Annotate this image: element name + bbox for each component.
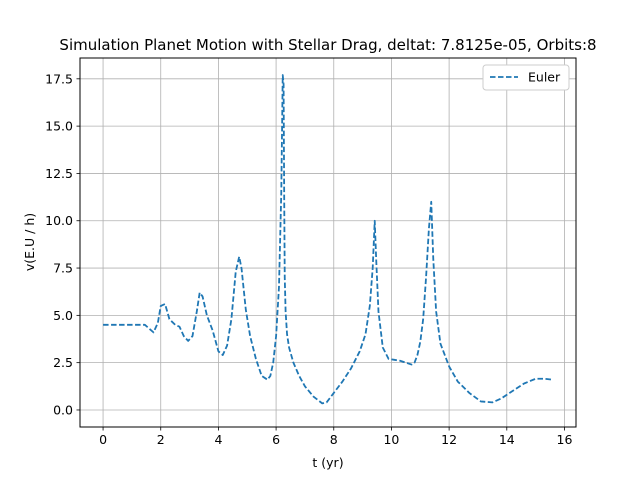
x-tick-label: 16 [557,432,573,447]
y-tick-label: 0.0 [53,402,73,417]
y-tick-label: 5.0 [53,308,73,323]
x-tick-label: 6 [272,432,280,447]
chart-title: Simulation Planet Motion with Stellar Dr… [59,36,596,54]
grid [80,58,576,427]
x-tick-label: 14 [499,432,515,447]
series-line-euler [103,74,554,405]
y-tick-label: 2.5 [53,355,73,370]
y-tick-label: 10.0 [45,213,73,228]
y-tick-label: 15.0 [45,119,73,134]
x-tick-label: 0 [99,432,107,447]
x-tick-label: 8 [330,432,338,447]
legend-box [482,64,570,91]
y-tick-label: 12.5 [45,166,73,181]
y-tick-label: 7.5 [53,261,73,276]
plot-frame [79,57,577,428]
x-tick-label: 12 [441,432,457,447]
series-layer [103,74,554,405]
legend-label-euler: Euler [528,70,561,85]
legend: Euler [482,64,570,91]
x-axis-label: t (yr) [312,455,343,470]
y-axis-label: v(E.U / h) [22,213,37,271]
x-tick-label: 4 [214,432,222,447]
y-tick-label: 17.5 [45,71,73,86]
ticks: 0 2 4 6 8 10 12 14 16 0.0 2.5 5.0 7.5 10.0 12.5 15.0 17.… [45,71,572,447]
x-tick-label: 10 [383,432,399,447]
x-tick-label: 2 [157,432,165,447]
